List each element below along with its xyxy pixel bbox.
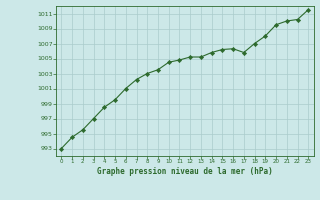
X-axis label: Graphe pression niveau de la mer (hPa): Graphe pression niveau de la mer (hPa): [97, 167, 273, 176]
